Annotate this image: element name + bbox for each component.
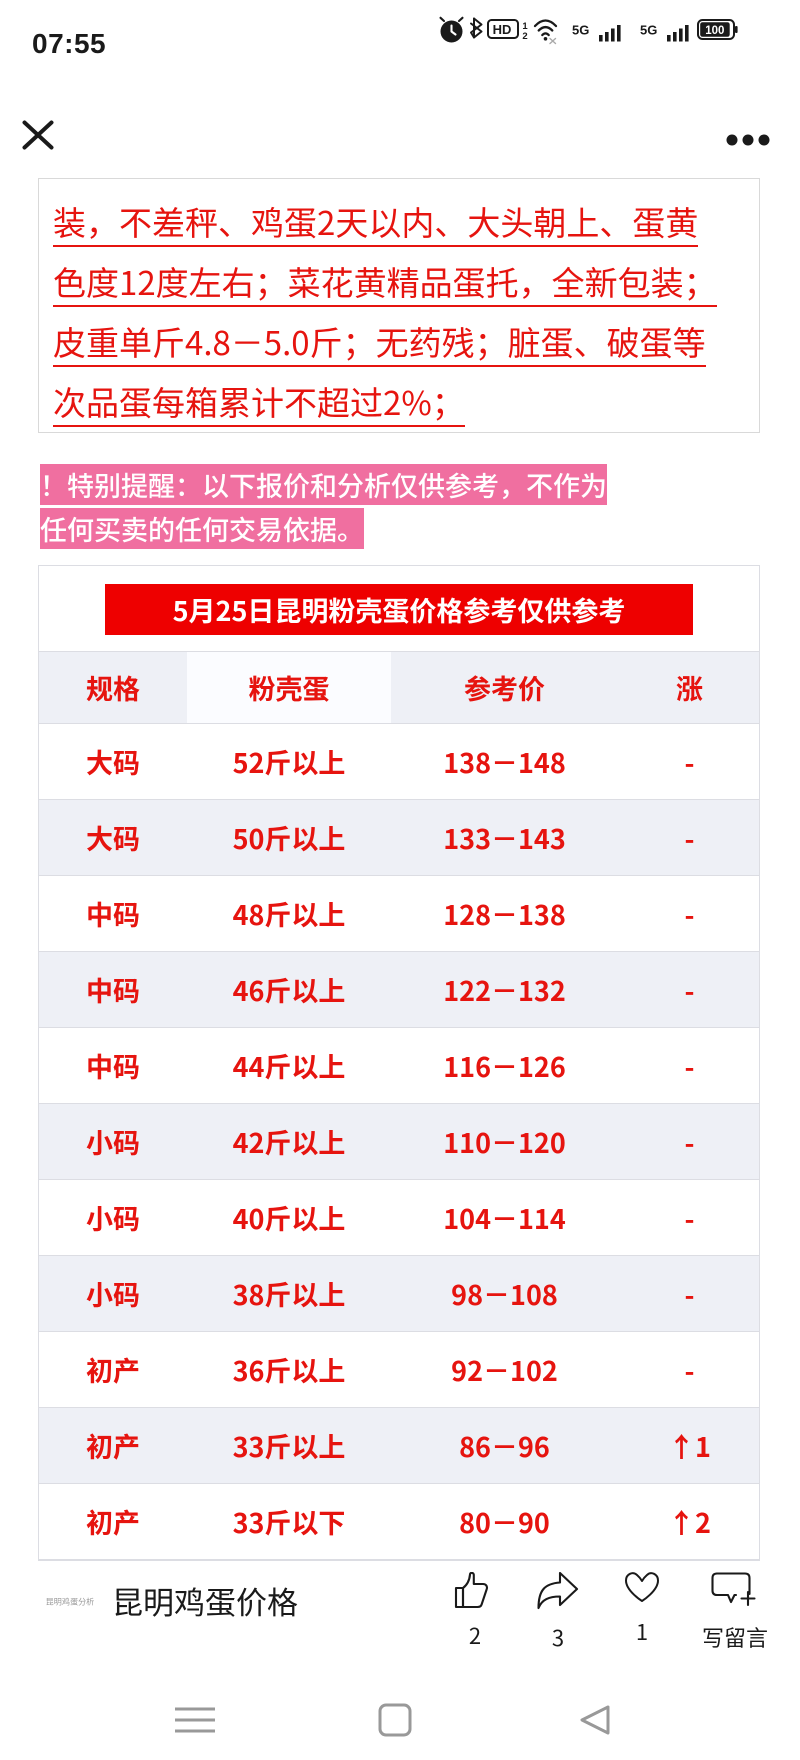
svg-text:100: 100 [705, 25, 724, 37]
svg-text:5G: 5G [572, 23, 589, 38]
svg-text:2: 2 [522, 31, 527, 42]
svg-text:5G: 5G [640, 23, 657, 38]
svg-text:HD: HD [493, 22, 512, 37]
